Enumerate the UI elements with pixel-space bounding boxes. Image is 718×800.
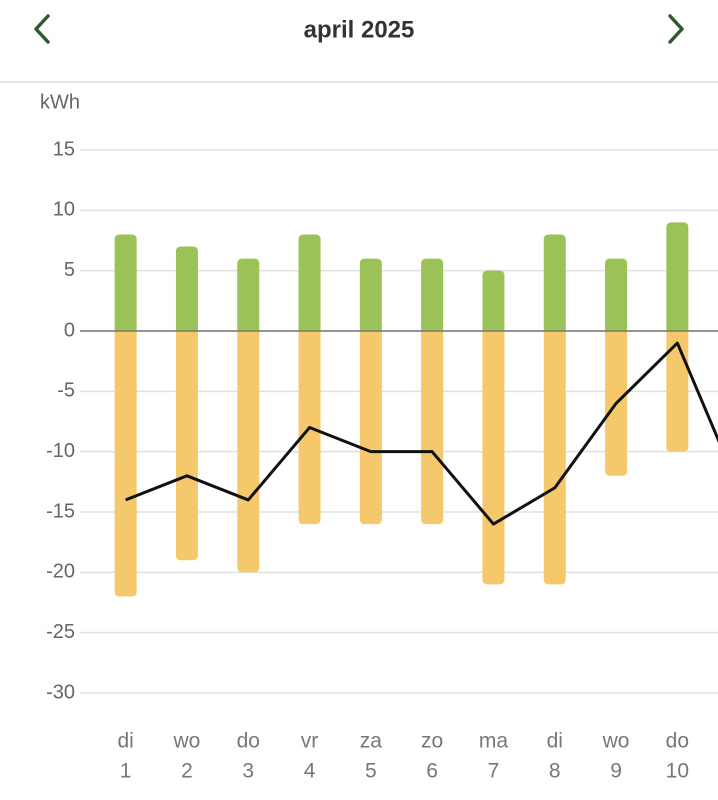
next-button[interactable] xyxy=(668,14,684,44)
bar xyxy=(605,258,628,331)
bar xyxy=(666,331,689,452)
y-tick-label: 0 xyxy=(64,319,75,341)
bar xyxy=(359,258,382,331)
y-tick-label: 15 xyxy=(53,138,75,160)
x-tick-label: do xyxy=(666,730,689,753)
bar xyxy=(175,246,198,331)
bar xyxy=(482,331,505,585)
y-tick-label: -5 xyxy=(57,380,75,402)
x-tick-label: wo xyxy=(602,730,630,753)
y-tick-label: -15 xyxy=(46,500,75,522)
x-tick-date: 2 xyxy=(181,760,193,783)
y-tick-label: -25 xyxy=(46,621,75,643)
bar xyxy=(482,270,505,331)
x-tick-label: di xyxy=(117,730,133,753)
bar xyxy=(237,258,260,331)
y-tick-label: 5 xyxy=(64,259,75,281)
x-tick-date: 8 xyxy=(549,760,561,783)
y-tick-label: -30 xyxy=(46,681,75,703)
net-line xyxy=(125,341,718,526)
x-tick-date: 3 xyxy=(242,760,254,783)
x-tick-date: 5 xyxy=(365,760,377,783)
bar xyxy=(237,331,260,573)
bar xyxy=(421,258,444,331)
x-tick-label: ma xyxy=(479,730,508,753)
bar xyxy=(543,331,566,585)
x-tick-date: 9 xyxy=(610,760,622,783)
header-title: april 2025 xyxy=(304,16,415,43)
x-tick-label: vr xyxy=(301,730,319,753)
bar xyxy=(114,331,137,597)
bar xyxy=(359,331,382,525)
bar xyxy=(175,331,198,561)
y-tick-label: 10 xyxy=(53,199,75,221)
y-axis-label: kWh xyxy=(40,91,80,113)
x-tick-date: 1 xyxy=(120,760,132,783)
bar xyxy=(543,234,566,331)
x-tick-date: 10 xyxy=(666,760,689,783)
x-tick-date: 7 xyxy=(488,760,500,783)
x-tick-label: wo xyxy=(173,730,201,753)
x-tick-date: 6 xyxy=(426,760,438,783)
x-tick-label: za xyxy=(360,730,383,753)
bar xyxy=(298,234,321,331)
x-tick-label: do xyxy=(237,730,260,753)
y-tick-label: -20 xyxy=(46,561,75,583)
prev-button[interactable] xyxy=(34,14,50,44)
x-tick-label: di xyxy=(547,730,563,753)
bar xyxy=(421,331,444,525)
bar xyxy=(666,222,689,331)
x-tick-date: 4 xyxy=(304,760,316,783)
bar xyxy=(114,234,137,331)
y-tick-label: -10 xyxy=(46,440,75,462)
x-tick-label: zo xyxy=(421,730,443,753)
